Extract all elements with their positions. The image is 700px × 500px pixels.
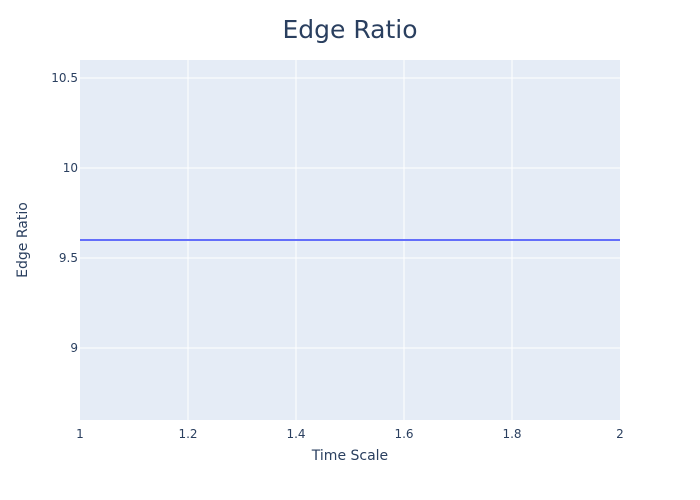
x-tick-label: 1.6 — [394, 427, 413, 441]
x-axis-title: Time Scale — [311, 448, 388, 464]
x-tick-label: 1.4 — [286, 427, 305, 441]
y-tick-label: 9 — [70, 341, 78, 355]
x-tick-label: 2 — [616, 427, 624, 441]
y-tick-label: 9.5 — [59, 251, 78, 265]
y-tick-label: 10.5 — [51, 71, 78, 85]
y-axis-ticks: 9 9.5 10 10.5 — [51, 71, 78, 355]
x-tick-label: 1 — [76, 427, 84, 441]
x-axis-ticks: 1 1.2 1.4 1.6 1.8 2 — [76, 427, 624, 441]
y-axis-title: Edge Ratio — [15, 202, 31, 278]
x-tick-label: 1.2 — [178, 427, 197, 441]
y-tick-label: 10 — [63, 161, 78, 175]
chart-title: Edge Ratio — [282, 15, 417, 44]
x-tick-label: 1.8 — [502, 427, 521, 441]
